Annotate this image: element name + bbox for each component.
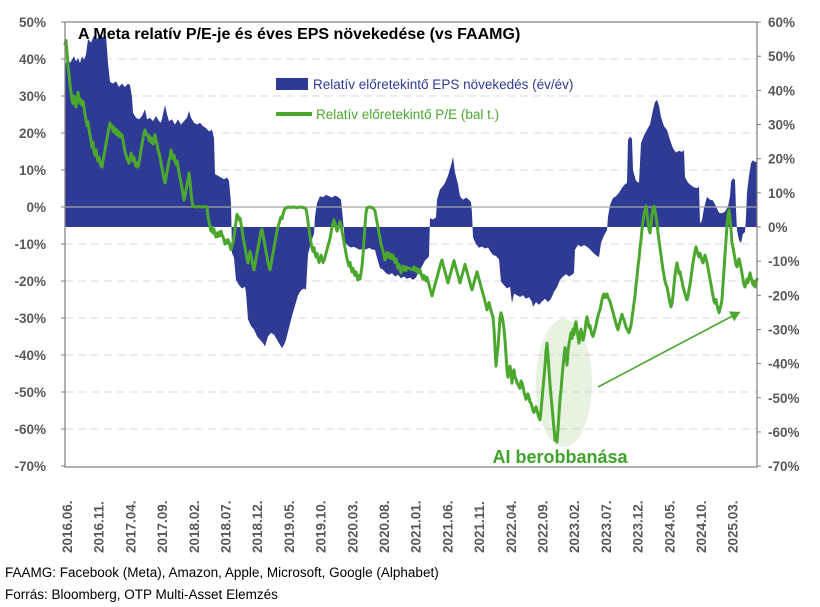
left-axis-label--40%: -40% bbox=[14, 348, 46, 363]
annotation-ai-breakout: AI berobbanása bbox=[492, 447, 628, 467]
x-axis-label-2024.10.: 2024.10. bbox=[694, 500, 709, 553]
x-axis-label-2019.10.: 2019.10. bbox=[314, 500, 329, 553]
right-axis-label--70%: -70% bbox=[768, 459, 800, 474]
left-axis-label-10%: 10% bbox=[19, 163, 46, 178]
x-axis-label-2017.04.: 2017.04. bbox=[123, 500, 138, 553]
x-axis-label-2023.07.: 2023.07. bbox=[599, 500, 614, 553]
x-axis-label-2022.09.: 2022.09. bbox=[536, 500, 551, 553]
x-axis-label-2021.11.: 2021.11. bbox=[472, 501, 487, 553]
right-axis-label-50%: 50% bbox=[768, 49, 795, 64]
left-axis-label-40%: 40% bbox=[19, 52, 46, 67]
right-axis-label-40%: 40% bbox=[768, 83, 795, 98]
footnote-faamg: FAAMG: Facebook (Meta), Amazon, Apple, M… bbox=[5, 565, 439, 580]
trend-arrow bbox=[597, 311, 741, 388]
x-axis-label-2018.02.: 2018.02. bbox=[187, 500, 202, 553]
x-axis-label-2021.06.: 2021.06. bbox=[440, 500, 455, 553]
chart-legend: Relatív előretekintő EPS növekedés (év/é… bbox=[276, 74, 573, 134]
right-axis-label--40%: -40% bbox=[768, 357, 800, 372]
x-axis-label-2023.02.: 2023.02. bbox=[567, 500, 582, 553]
right-axis-label-30%: 30% bbox=[768, 118, 795, 133]
x-axis-label-2019.05.: 2019.05. bbox=[282, 500, 297, 553]
x-axis-label-2021.01.: 2021.01. bbox=[409, 500, 424, 553]
trend-arrow-head-icon bbox=[729, 311, 740, 322]
right-axis-label-0%: 0% bbox=[768, 220, 788, 235]
x-axis-label-2022.04.: 2022.04. bbox=[504, 500, 519, 553]
x-axis-label-2018.12.: 2018.12. bbox=[250, 500, 265, 553]
legend-item-eps[interactable]: Relatív előretekintő EPS növekedés (év/é… bbox=[276, 74, 573, 94]
left-axis-label-20%: 20% bbox=[19, 126, 46, 141]
x-axis-label-2017.09.: 2017.09. bbox=[155, 500, 170, 553]
x-axis-label-2016.11.: 2016.11. bbox=[92, 501, 107, 553]
footnote-source: Forrás: Bloomberg, OTP Multi-Asset Elemz… bbox=[5, 587, 278, 602]
x-axis-label-2016.06.: 2016.06. bbox=[60, 500, 75, 553]
eps-bars-series bbox=[65, 34, 757, 349]
legend-item-pe[interactable]: Relatív előretekintő P/E (bal t.) bbox=[276, 104, 573, 124]
left-axis-label--10%: -10% bbox=[14, 237, 46, 252]
right-axis-label-10%: 10% bbox=[768, 186, 795, 201]
line-series-swatch-icon bbox=[276, 112, 312, 116]
legend-label-pe: Relatív előretekintő P/E (bal t.) bbox=[316, 106, 500, 122]
right-axis-label-60%: 60% bbox=[768, 15, 795, 30]
left-axis-label-0%: 0% bbox=[26, 200, 46, 215]
pe-line-series bbox=[63, 39, 759, 444]
right-axis-label-20%: 20% bbox=[768, 152, 795, 167]
right-axis-label--30%: -30% bbox=[768, 322, 800, 337]
left-axis-label--20%: -20% bbox=[14, 274, 46, 289]
right-axis-label--20%: -20% bbox=[768, 288, 800, 303]
right-axis-label--60%: -60% bbox=[768, 425, 800, 440]
chart-plot-svg: 50% 40% 30% 20% 10% 0% -10% -20% -30% -40% -50% -60… bbox=[14, 15, 800, 553]
x-axis-label-2020.08.: 2020.08. bbox=[377, 500, 392, 553]
left-axis-label-50%: 50% bbox=[19, 15, 46, 30]
left-axis-label--50%: -50% bbox=[14, 385, 46, 400]
left-axis-label--30%: -30% bbox=[14, 311, 46, 326]
x-axis-label-2024.05.: 2024.05. bbox=[662, 500, 677, 553]
bar-series-swatch-icon bbox=[276, 78, 308, 90]
highlight-ellipse bbox=[536, 319, 592, 447]
legend-label-eps: Relatív előretekintő EPS növekedés (év/é… bbox=[313, 76, 574, 92]
right-axis-label--10%: -10% bbox=[768, 254, 800, 269]
x-axis-label-2020.03.: 2020.03. bbox=[345, 500, 360, 553]
x-axis-label-2025.03.: 2025.03. bbox=[726, 500, 741, 553]
chart-title: A Meta relatív P/E-je és éves EPS növeke… bbox=[78, 26, 521, 43]
left-axis-label-30%: 30% bbox=[19, 89, 46, 104]
left-axis-label--70%: -70% bbox=[14, 459, 46, 474]
x-axis-label-2023.12.: 2023.12. bbox=[631, 500, 646, 553]
right-axis-label--50%: -50% bbox=[768, 391, 800, 406]
x-axis-label-2018.07.: 2018.07. bbox=[219, 500, 234, 553]
left-axis-label--60%: -60% bbox=[14, 422, 46, 437]
